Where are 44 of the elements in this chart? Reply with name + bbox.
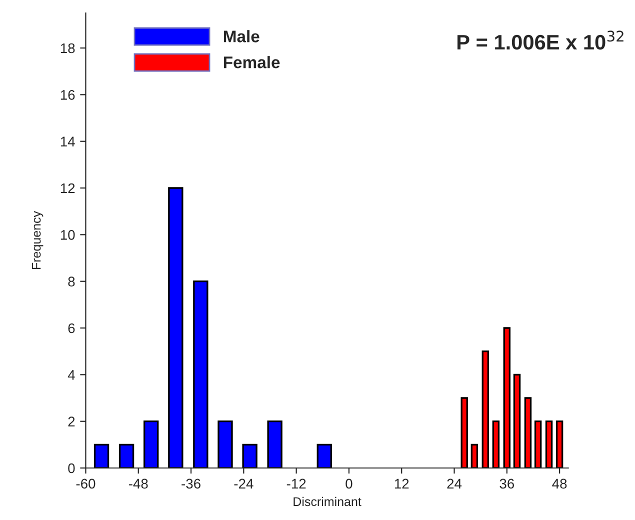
- x-tick-label: -48: [128, 478, 148, 489]
- x-tick-label: -24: [234, 478, 254, 488]
- x-tick-label: 0: [346, 478, 352, 489]
- y-tick-label: 14: [60, 136, 75, 146]
- x-tick-label: 12: [394, 478, 409, 488]
- x-tick-label: -36: [182, 478, 200, 489]
- bar: [556, 420, 564, 468]
- bar: [118, 444, 134, 468]
- bar: [193, 280, 208, 468]
- legend-label: Male: [224, 30, 260, 42]
- bar: [144, 420, 159, 468]
- y-tick-label: 10: [60, 230, 75, 240]
- bar: [267, 420, 282, 468]
- bar: [94, 444, 110, 468]
- x-axis-title: Discriminant: [294, 496, 362, 506]
- bar: [242, 444, 258, 468]
- y-tick-label: 6: [68, 323, 75, 334]
- y-tick-label: 12: [60, 183, 75, 194]
- bar: [218, 420, 233, 468]
- y-tick-label: 8: [68, 276, 75, 287]
- bar: [492, 420, 500, 468]
- bar: [470, 444, 478, 468]
- bar: [524, 397, 532, 468]
- bar: [534, 420, 542, 468]
- x-tick-label: -12: [286, 478, 306, 488]
- annotation: P = 1.006E x 10$^{32}$: [457, 30, 624, 50]
- y-tick-label: 0: [68, 463, 75, 474]
- y-tick-label: 2: [68, 416, 75, 426]
- bar: [545, 420, 553, 468]
- bar: [503, 327, 511, 468]
- bar: [513, 374, 521, 468]
- bar: [168, 187, 184, 468]
- y-axis-title: Frequency: [32, 210, 44, 269]
- y-tick-label: 18: [60, 43, 75, 54]
- legend-label: Female: [224, 56, 280, 68]
- bar: [316, 444, 332, 468]
- bar: [482, 350, 490, 468]
- y-tick-label: 4: [68, 370, 75, 380]
- x-tick-label: 36: [500, 478, 514, 489]
- y-tick-label: 16: [60, 90, 75, 100]
- bar: [460, 397, 468, 468]
- x-tick-label: -60: [76, 478, 96, 489]
- x-tick-label: 48: [552, 478, 567, 489]
- x-tick-label: 24: [447, 478, 462, 488]
